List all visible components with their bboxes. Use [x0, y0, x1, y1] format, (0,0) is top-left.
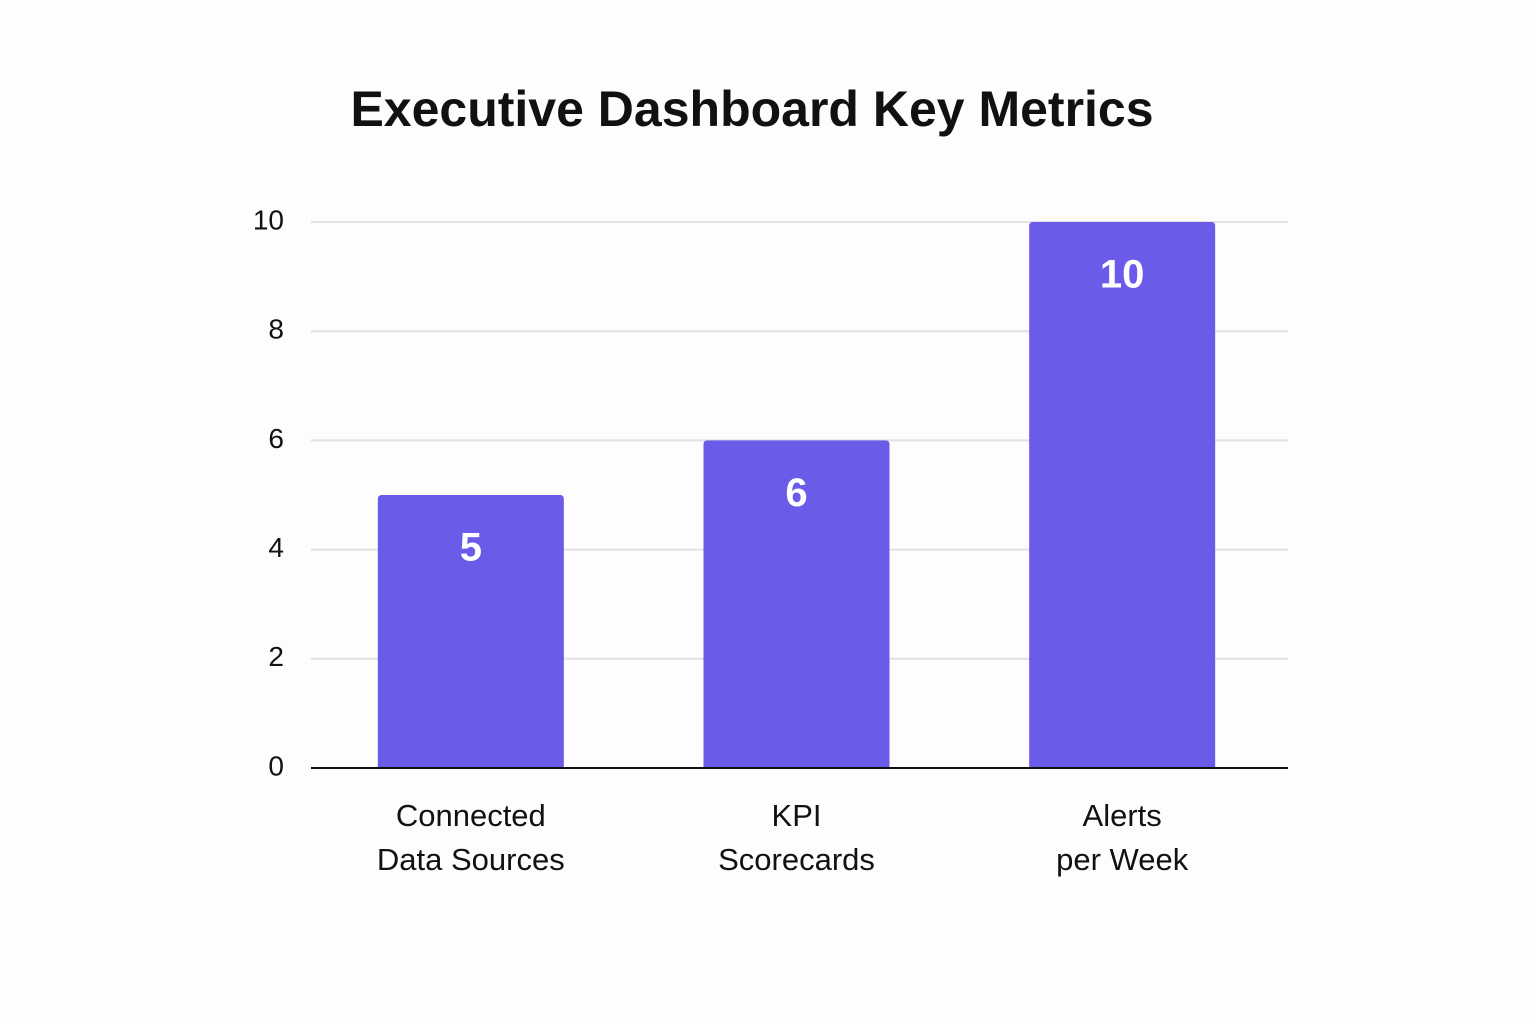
x-tick-label: KPI Scorecards: [718, 798, 875, 877]
y-tick-label: 0: [268, 750, 284, 781]
y-tick-label: 8: [268, 314, 284, 345]
data-label: 5: [460, 526, 482, 570]
y-tick-label: 6: [268, 423, 284, 454]
y-tick-label: 2: [268, 641, 284, 672]
data-label: 6: [785, 471, 807, 515]
x-tick-label: Alerts per Week: [1056, 798, 1189, 877]
bar: [377, 495, 564, 768]
x-tick-label: Connected Data Sources: [377, 798, 565, 877]
bar: [1029, 222, 1216, 768]
y-tick-label: 10: [253, 204, 284, 235]
bar: [703, 440, 890, 768]
y-tick-label: 4: [268, 532, 284, 563]
data-label: 10: [1100, 253, 1145, 297]
chart-title: Executive Dashboard Key Metrics: [350, 81, 1153, 137]
